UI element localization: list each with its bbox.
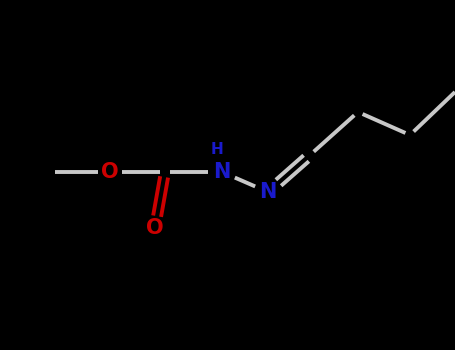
Text: O: O bbox=[146, 218, 164, 238]
Text: H: H bbox=[211, 142, 223, 158]
Text: N: N bbox=[259, 182, 277, 202]
Text: O: O bbox=[101, 162, 119, 182]
Text: N: N bbox=[213, 162, 231, 182]
